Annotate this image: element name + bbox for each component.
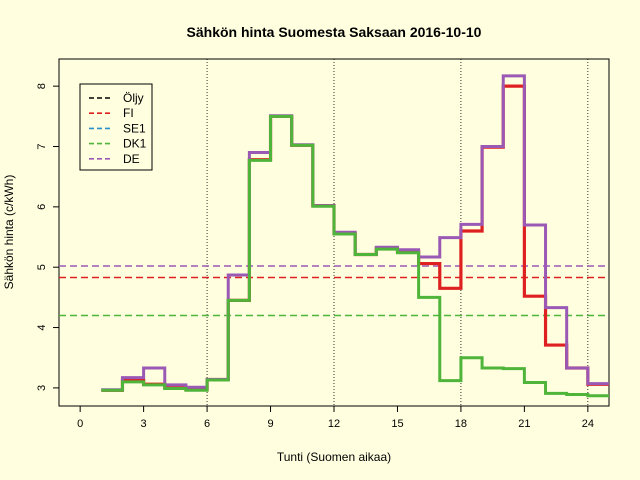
legend-label-öljy: Öljy [123,91,144,105]
x-tick-label-15: 15 [391,418,403,430]
x-tick-label-0: 0 [77,418,83,430]
x-tick-label-9: 9 [267,418,273,430]
x-tick-label-18: 18 [455,418,467,430]
legend-label-se1: SE1 [123,121,146,135]
legend-box [79,83,153,171]
legend-label-fi: FI [123,106,134,120]
mean-level-lines [59,265,609,317]
y-tick-label-3: 3 [36,385,48,391]
x-tick-label-3: 3 [141,418,147,430]
legend-label-de: DE [123,152,140,166]
y-tick-label-7: 7 [36,143,48,149]
y-tick-label-4: 4 [36,324,48,330]
hour-separator-lines [206,59,589,406]
price-series [101,74,609,398]
x-axis-label: Tunti (Suomen aikaa) [277,450,391,464]
y-tick-label-8: 8 [36,83,48,89]
y-tick-label-6: 6 [36,204,48,210]
series-dk1-line [101,114,609,398]
x-axis: 0 3 6 9 12 15 18 21 24 [77,406,594,430]
x-tick-label-24: 24 [582,418,594,430]
x-tick-label-12: 12 [328,418,340,430]
y-axis-label: Sähkön hinta (c/kWh) [2,175,16,290]
x-tick-label-6: 6 [204,418,210,430]
legend-label-dk1: DK1 [123,137,147,151]
y-axis: 3 4 5 6 7 8 [36,83,59,391]
y-tick-label-5: 5 [36,264,48,270]
chart-title: Sähkön hinta Suomesta Saksaan 2016-10-10 [187,24,482,40]
x-tick-label-21: 21 [518,418,530,430]
